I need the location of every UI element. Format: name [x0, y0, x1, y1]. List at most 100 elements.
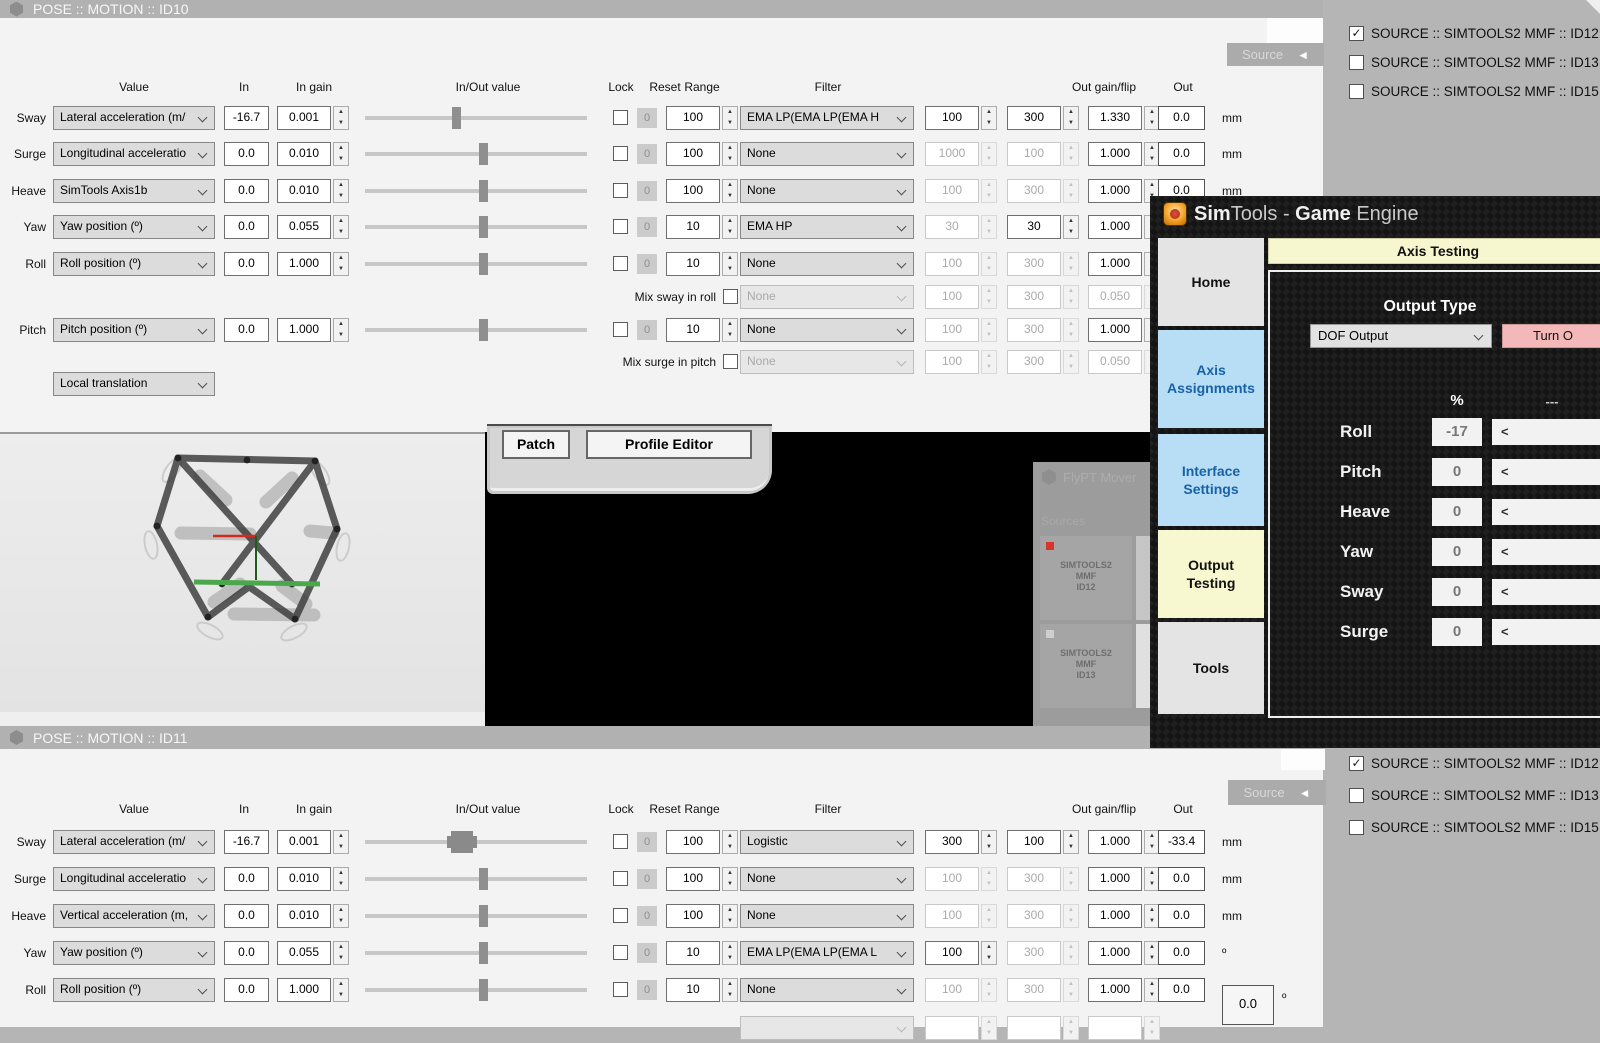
in-gain-input-spinner[interactable]: ▲ ▼ [333, 106, 349, 130]
range-input-up-icon[interactable]: ▲ [727, 833, 733, 839]
axis-value-pitch[interactable]: 0 [1432, 458, 1482, 486]
nav-axis-assignments[interactable]: Axis Assignments [1158, 330, 1264, 428]
filter-param2-input-spinner[interactable]: ▲ ▼ [1063, 1016, 1079, 1040]
axis-value-roll[interactable]: -17 [1432, 418, 1482, 446]
value-source-select[interactable]: Vertical acceleration (m, [53, 904, 215, 928]
filter-param2-input-down-icon[interactable]: ▼ [1068, 364, 1074, 370]
value-source-select[interactable]: Roll position (º) [53, 252, 215, 276]
lock-checkbox[interactable] [613, 219, 628, 234]
lock-checkbox[interactable] [613, 146, 628, 161]
filter-param2-input-spinner[interactable]: ▲ ▼ [1063, 830, 1079, 854]
slider-handle[interactable] [479, 253, 489, 275]
filter-param2-input-spinner[interactable]: ▲ ▼ [1063, 215, 1079, 239]
output-type-select[interactable]: DOF Output [1310, 324, 1492, 348]
filter-param2-input-down-icon[interactable]: ▼ [1068, 120, 1074, 126]
filter-param1-input-up-icon[interactable]: ▲ [986, 870, 992, 876]
filter-param2-input-up-icon[interactable]: ▲ [1068, 833, 1074, 839]
axis-slider-surge[interactable]: < [1492, 619, 1600, 645]
filter-param1-input-spinner[interactable]: ▲ ▼ [981, 285, 997, 309]
patch-button[interactable]: Patch [502, 430, 570, 459]
filter-param2-input-up-icon[interactable]: ▲ [1068, 1019, 1074, 1025]
lock-checkbox[interactable] [613, 871, 628, 886]
out-gain-input-up-icon[interactable]: ▲ [1149, 833, 1155, 839]
filter-param1-input-down-icon[interactable]: ▼ [986, 992, 992, 998]
inout-value-slider[interactable] [365, 139, 587, 169]
range-input-up-icon[interactable]: ▲ [727, 145, 733, 151]
source-tile[interactable]: SIMTOOLS2 MMF ID13 [1040, 624, 1132, 708]
reset-button[interactable]: 0 [637, 869, 657, 889]
axis-value-yaw[interactable]: 0 [1432, 538, 1482, 566]
filter-param1-input-up-icon[interactable]: ▲ [986, 321, 992, 327]
lock-checkbox[interactable] [613, 322, 628, 337]
range-input-down-icon[interactable]: ▼ [727, 955, 733, 961]
out-gain-input-up-icon[interactable]: ▲ [1149, 981, 1155, 987]
pose-motion-id10-titlebar[interactable]: POSE :: MOTION :: ID10 [0, 0, 1323, 18]
nav-home[interactable]: Home [1158, 238, 1264, 326]
filter-param1-input-spinner[interactable]: ▲ ▼ [981, 978, 997, 1002]
filter-param1-input-spinner[interactable]: ▲ ▼ [981, 867, 997, 891]
out-gain-input-up-icon[interactable]: ▲ [1149, 944, 1155, 950]
inout-value-slider[interactable] [365, 176, 587, 206]
source-checkbox[interactable] [1349, 788, 1364, 803]
in-value-box[interactable]: 0.0 [224, 867, 269, 891]
slider-handle[interactable] [479, 143, 489, 165]
out-gain-input-up-icon[interactable]: ▲ [1149, 145, 1155, 151]
filter-select[interactable]: EMA LP(EMA LP(EMA H [740, 106, 914, 130]
filter-select[interactable]: None [740, 350, 914, 374]
in-gain-input-up-icon[interactable]: ▲ [338, 907, 344, 913]
filter-param1-input-up-icon[interactable]: ▲ [986, 109, 992, 115]
range-input-spinner[interactable]: ▲ ▼ [722, 941, 738, 965]
range-input-down-icon[interactable]: ▼ [727, 918, 733, 924]
pose-motion-id11-titlebar[interactable]: POSE :: MOTION :: ID11 [0, 726, 1323, 749]
filter-param2-input-spinner[interactable]: ▲ ▼ [1063, 142, 1079, 166]
axis-slider-pitch[interactable]: < [1492, 459, 1600, 485]
filter-select[interactable]: None [740, 285, 914, 309]
lock-checkbox[interactable] [613, 945, 628, 960]
slider-handle[interactable] [479, 216, 489, 238]
filter-param2-input-down-icon[interactable]: ▼ [1068, 229, 1074, 235]
in-value-box[interactable]: -16.7 [224, 106, 269, 130]
axis-slider-yaw[interactable]: < [1492, 539, 1600, 565]
value-source-select[interactable]: SimTools Axis1b [53, 179, 215, 203]
in-value-box[interactable]: 0.0 [224, 215, 269, 239]
filter-param1-input-up-icon[interactable]: ▲ [986, 255, 992, 261]
filter-param1-input-down-icon[interactable]: ▼ [986, 1030, 992, 1036]
inout-value-slider[interactable] [365, 103, 587, 133]
value-source-select[interactable]: Longitudinal acceleratio [53, 867, 215, 891]
out-gain-input-down-icon[interactable]: ▼ [1149, 156, 1155, 162]
axis-slider-sway[interactable]: < [1492, 579, 1600, 605]
flypt-mover-window[interactable]: FlyPT Mover Sources SIMTOOLS2 MMF ID12 SI… [1033, 462, 1163, 726]
out-gain-input-down-icon[interactable]: ▼ [1149, 955, 1155, 961]
out-gain-input-up-icon[interactable]: ▲ [1149, 1019, 1155, 1025]
range-input-down-icon[interactable]: ▼ [727, 229, 733, 235]
filter-select[interactable]: None [740, 318, 914, 342]
filter-param2-input-spinner[interactable]: ▲ ▼ [1063, 904, 1079, 928]
in-gain-input-up-icon[interactable]: ▲ [338, 981, 344, 987]
filter-param1-input-down-icon[interactable]: ▼ [986, 364, 992, 370]
filter-param1-input-down-icon[interactable]: ▼ [986, 120, 992, 126]
filter-param1-input-spinner[interactable]: ▲ ▼ [981, 179, 997, 203]
in-gain-input-spinner[interactable]: ▲ ▼ [333, 215, 349, 239]
range-input-down-icon[interactable]: ▼ [727, 881, 733, 887]
filter-select[interactable]: None [740, 142, 914, 166]
range-input-down-icon[interactable]: ▼ [727, 992, 733, 998]
filter-select[interactable] [740, 1016, 914, 1040]
nav-tools[interactable]: Tools [1158, 622, 1264, 714]
filter-param2-input-spinner[interactable]: ▲ ▼ [1063, 350, 1079, 374]
range-input-down-icon[interactable]: ▼ [727, 844, 733, 850]
in-value-box[interactable]: 0.0 [224, 941, 269, 965]
filter-param2-input-down-icon[interactable]: ▼ [1068, 193, 1074, 199]
range-input-up-icon[interactable]: ▲ [727, 321, 733, 327]
in-gain-input-down-icon[interactable]: ▼ [338, 844, 344, 850]
filter-param1-input-up-icon[interactable]: ▲ [986, 353, 992, 359]
lock-checkbox[interactable] [613, 834, 628, 849]
filter-param2-input-up-icon[interactable]: ▲ [1068, 981, 1074, 987]
lock-checkbox[interactable] [613, 256, 628, 271]
reset-button[interactable]: 0 [637, 181, 657, 201]
range-input-up-icon[interactable]: ▲ [727, 907, 733, 913]
reset-button[interactable]: 0 [637, 254, 657, 274]
in-gain-input-down-icon[interactable]: ▼ [338, 992, 344, 998]
range-input-spinner[interactable]: ▲ ▼ [722, 142, 738, 166]
slider-handle[interactable] [479, 979, 489, 1001]
reset-button[interactable]: 0 [637, 980, 657, 1000]
